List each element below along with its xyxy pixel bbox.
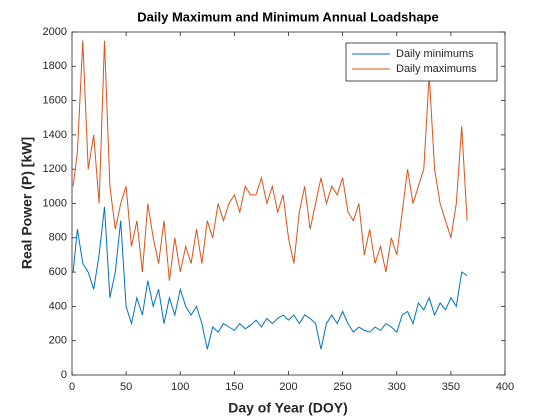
y-tick-label: 200 — [49, 335, 67, 347]
x-tick-label: 300 — [388, 381, 406, 393]
y-tick-label: 400 — [49, 300, 67, 312]
y-tick-label: 1200 — [43, 163, 67, 175]
y-tick-label: 600 — [49, 266, 67, 278]
x-tick-label: 400 — [496, 381, 514, 393]
legend-label: Daily minimums — [396, 48, 474, 60]
y-tick-label: 0 — [61, 369, 67, 381]
y-axis-label: Real Power (P) [kW] — [19, 137, 35, 269]
x-tick-label: 0 — [69, 381, 75, 393]
y-tick-label: 1400 — [43, 129, 67, 141]
plot-area — [71, 31, 506, 376]
x-tick-label: 50 — [120, 381, 132, 393]
y-tick-label: 1000 — [43, 197, 67, 209]
legend-label: Daily maximums — [396, 63, 477, 75]
series-line — [72, 40, 468, 281]
x-tick-label: 100 — [171, 381, 189, 393]
chart-title: Daily Maximum and Minimum Annual Loadsha… — [137, 9, 438, 24]
y-tick-label: 2000 — [43, 26, 67, 38]
series-line — [72, 206, 468, 350]
x-tick-label: 200 — [279, 381, 297, 393]
y-tick-label: 1600 — [43, 95, 67, 107]
x-tick-label: 150 — [225, 381, 243, 393]
x-tick-label: 350 — [442, 381, 460, 393]
x-tick-label: 250 — [333, 381, 351, 393]
y-tick-label: 800 — [49, 232, 67, 244]
x-axis-label: Day of Year (DOY) — [228, 400, 348, 416]
y-tick-label: 1800 — [43, 60, 67, 72]
legend-box — [345, 42, 498, 82]
